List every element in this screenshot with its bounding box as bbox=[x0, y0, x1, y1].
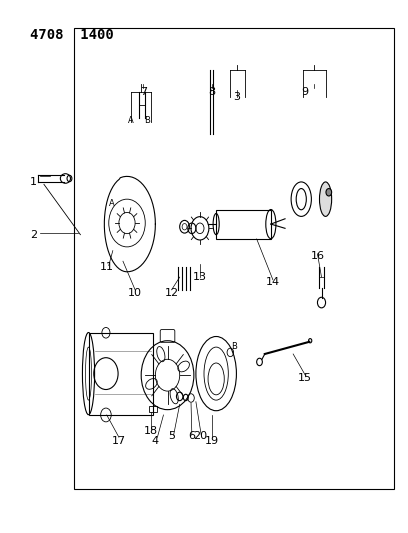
Text: 9: 9 bbox=[302, 86, 309, 96]
Text: 3: 3 bbox=[233, 92, 240, 102]
Text: 11: 11 bbox=[100, 262, 114, 271]
Text: 19: 19 bbox=[205, 437, 219, 447]
Text: 14: 14 bbox=[266, 277, 280, 287]
Bar bbox=[216, 210, 271, 239]
Text: 8: 8 bbox=[208, 86, 216, 96]
Bar bbox=[89, 333, 153, 415]
Text: 6: 6 bbox=[188, 431, 195, 441]
Text: 10: 10 bbox=[128, 288, 142, 298]
Text: 18: 18 bbox=[144, 426, 158, 436]
Text: A: A bbox=[109, 198, 115, 207]
Text: 5: 5 bbox=[168, 431, 175, 441]
Text: 12: 12 bbox=[164, 288, 179, 298]
Bar bbox=[74, 28, 395, 489]
Text: 16: 16 bbox=[310, 251, 324, 261]
Text: B: B bbox=[231, 342, 237, 351]
Text: A: A bbox=[128, 116, 134, 125]
Text: 2: 2 bbox=[30, 230, 38, 240]
Bar bbox=[149, 406, 157, 413]
Text: 17: 17 bbox=[112, 437, 126, 447]
Text: 15: 15 bbox=[298, 373, 312, 383]
Circle shape bbox=[326, 189, 332, 196]
Text: 4708  1400: 4708 1400 bbox=[30, 28, 113, 42]
Text: 4: 4 bbox=[152, 437, 159, 447]
Text: 20: 20 bbox=[193, 431, 207, 441]
Text: 13: 13 bbox=[193, 272, 207, 282]
Text: 1: 1 bbox=[30, 176, 37, 187]
Text: B: B bbox=[144, 116, 150, 125]
Text: 7: 7 bbox=[140, 86, 147, 96]
Ellipse shape bbox=[319, 182, 332, 216]
